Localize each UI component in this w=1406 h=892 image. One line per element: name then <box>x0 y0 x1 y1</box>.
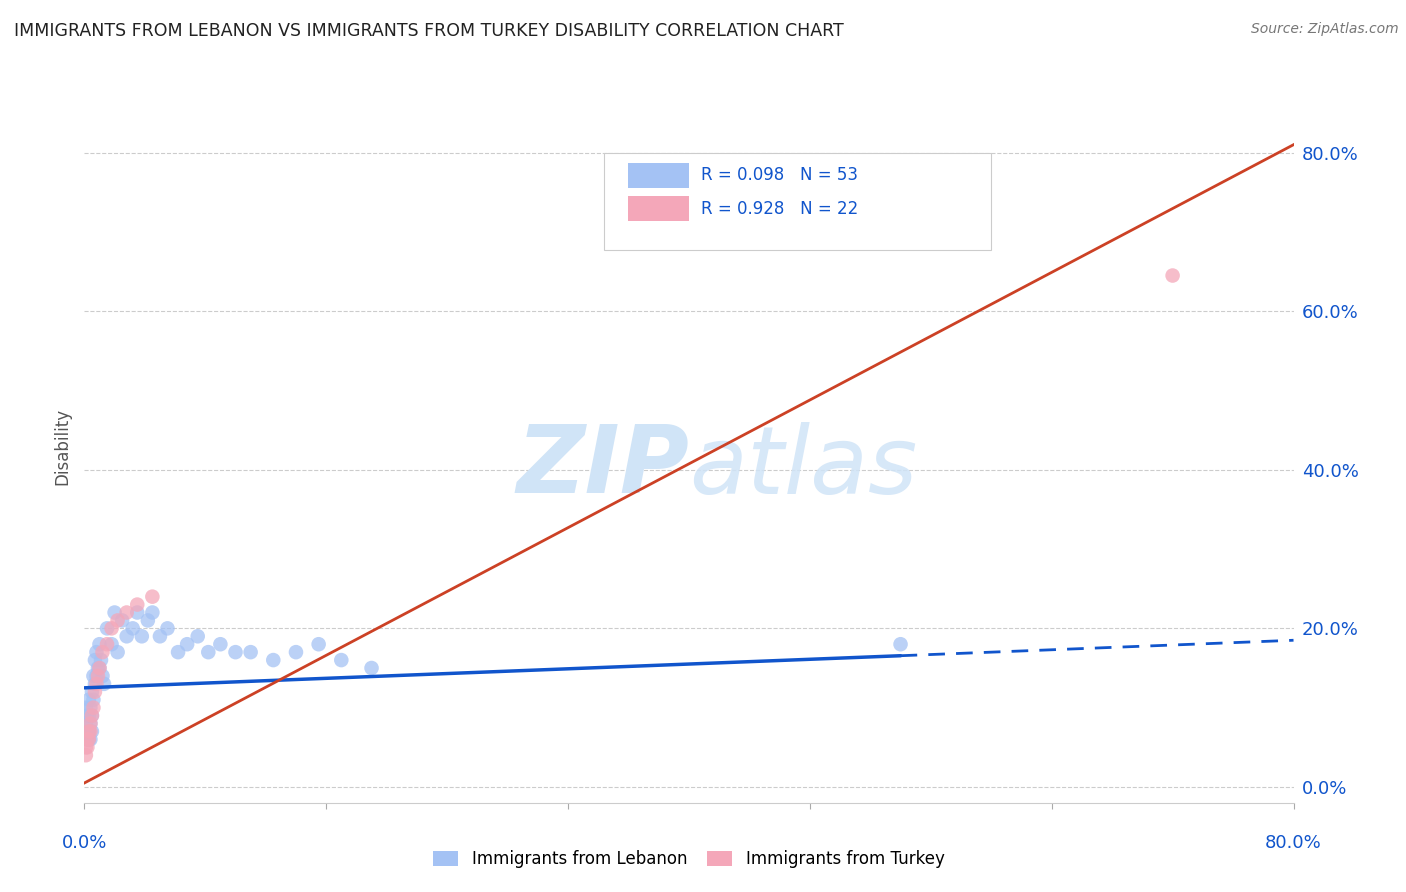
Point <box>75 716 97 731</box>
Point <box>76 732 98 747</box>
Point <box>1161 268 1184 283</box>
Point <box>141 606 163 620</box>
Point <box>308 637 330 651</box>
Point <box>156 621 179 635</box>
Text: R = 0.098   N = 53: R = 0.098 N = 53 <box>702 166 858 184</box>
Point <box>76 732 98 747</box>
Point <box>131 629 153 643</box>
Point <box>79 716 101 731</box>
Point <box>239 645 262 659</box>
Point <box>197 645 219 659</box>
Text: 80.0%: 80.0% <box>1265 834 1322 852</box>
Point <box>80 708 103 723</box>
Point <box>167 645 190 659</box>
Point <box>285 645 308 659</box>
FancyBboxPatch shape <box>605 153 991 250</box>
FancyBboxPatch shape <box>628 196 689 221</box>
Point <box>104 606 127 620</box>
Point <box>77 692 100 706</box>
Point <box>87 661 110 675</box>
Text: Source: ZipAtlas.com: Source: ZipAtlas.com <box>1251 22 1399 37</box>
Point <box>86 645 108 659</box>
Point <box>136 614 159 628</box>
Point <box>82 669 104 683</box>
Text: ZIP: ZIP <box>516 421 689 514</box>
FancyBboxPatch shape <box>628 162 689 187</box>
Point <box>82 692 104 706</box>
Point <box>330 653 353 667</box>
Point <box>79 724 101 739</box>
Point <box>77 724 100 739</box>
Point <box>76 724 98 739</box>
Point <box>115 606 138 620</box>
Point <box>100 621 122 635</box>
Text: R = 0.928   N = 22: R = 0.928 N = 22 <box>702 200 858 218</box>
Point <box>262 653 284 667</box>
Point <box>77 732 100 747</box>
Point <box>91 645 114 659</box>
Point <box>127 598 149 612</box>
Point <box>890 637 912 651</box>
Point <box>84 653 107 667</box>
Point <box>79 700 101 714</box>
Point <box>89 661 111 675</box>
Point <box>76 708 98 723</box>
Point <box>149 629 172 643</box>
Point <box>77 732 100 747</box>
Point <box>360 661 382 675</box>
Point <box>80 708 103 723</box>
Y-axis label: Disability: Disability <box>53 408 72 484</box>
Point <box>89 637 111 651</box>
Point <box>96 637 118 651</box>
Point <box>115 629 138 643</box>
Point <box>80 685 103 699</box>
Point <box>93 677 115 691</box>
Point <box>86 677 108 691</box>
Point <box>91 669 114 683</box>
Point <box>86 669 108 683</box>
Text: atlas: atlas <box>689 422 917 513</box>
Point <box>107 614 129 628</box>
Point <box>87 669 110 683</box>
Point <box>209 637 232 651</box>
Point <box>225 645 247 659</box>
Point <box>84 685 107 699</box>
Point <box>77 724 100 739</box>
Point <box>82 700 104 714</box>
Point <box>79 716 101 731</box>
Point <box>187 629 209 643</box>
Point <box>96 621 118 635</box>
Point <box>76 740 98 755</box>
Point <box>75 748 97 763</box>
Point <box>77 708 100 723</box>
Point <box>107 645 129 659</box>
Point <box>89 661 111 675</box>
Point <box>100 637 122 651</box>
Legend: Immigrants from Lebanon, Immigrants from Turkey: Immigrants from Lebanon, Immigrants from… <box>427 844 950 875</box>
Point <box>121 621 143 635</box>
Point <box>79 732 101 747</box>
Point <box>127 606 149 620</box>
Point <box>141 590 163 604</box>
Point <box>176 637 198 651</box>
Text: 0.0%: 0.0% <box>62 834 107 852</box>
Point <box>84 677 107 691</box>
Text: IMMIGRANTS FROM LEBANON VS IMMIGRANTS FROM TURKEY DISABILITY CORRELATION CHART: IMMIGRANTS FROM LEBANON VS IMMIGRANTS FR… <box>14 22 844 40</box>
Point <box>90 653 112 667</box>
Point <box>75 700 97 714</box>
Point <box>75 740 97 755</box>
Point <box>80 724 103 739</box>
Point <box>111 614 134 628</box>
